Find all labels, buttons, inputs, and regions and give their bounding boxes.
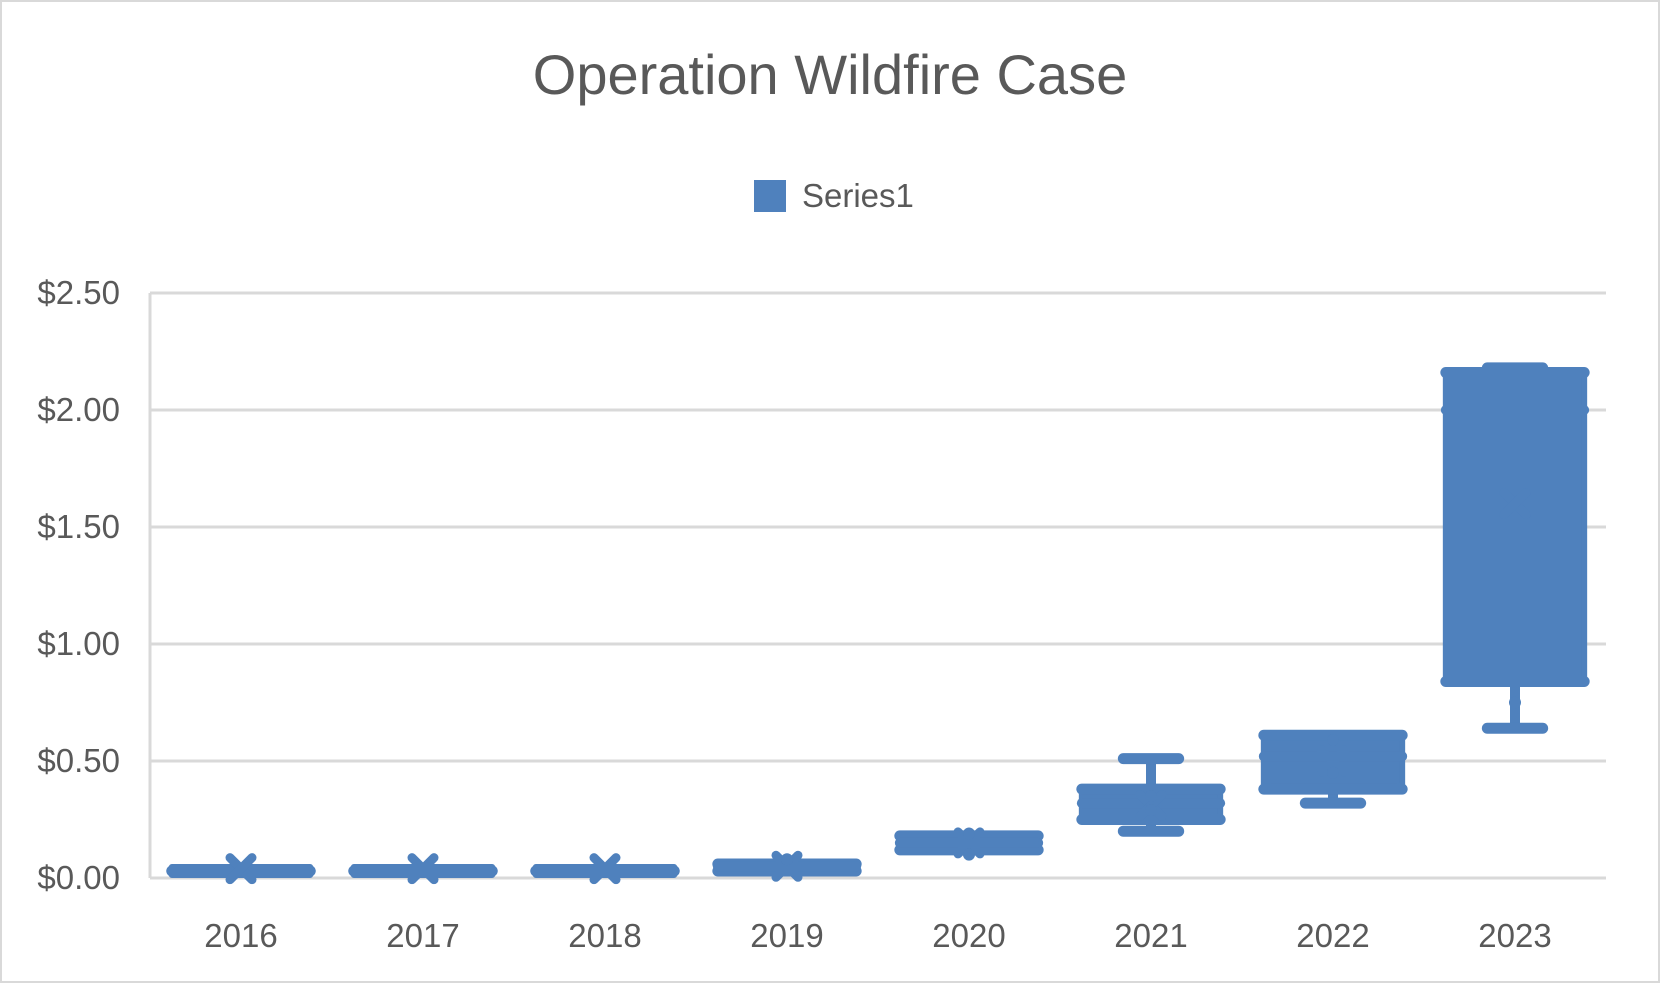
x-tick-label: 2020 [932,917,1005,954]
mean-marker [771,850,803,882]
x-tick-label: 2017 [386,917,459,954]
mean-marker [407,853,439,885]
mean-marker [225,853,257,885]
y-axis-ticks: $0.00 $0.50 $1.00 $1.50 $2.00 $2.50 [37,274,120,896]
box-2023 [1440,362,1590,734]
chart-title: Operation Wildfire Case [533,43,1127,106]
data-point [1145,790,1157,803]
x-tick-label: 2023 [1478,917,1551,954]
legend: Series1 [754,177,914,214]
y-tick-label: $2.00 [37,391,120,428]
mean-marker [1317,745,1349,777]
x-tick-label: 2019 [750,917,823,954]
box-2019 [712,850,862,882]
x-tick-label: 2016 [204,917,277,954]
data-point [1327,766,1339,779]
data-point [781,853,793,866]
box-2017 [348,853,498,885]
y-tick-label: $2.50 [37,274,120,311]
x-tick-label: 2022 [1296,917,1369,954]
y-tick-label: $0.50 [37,742,120,779]
mean-marker [589,853,621,885]
gridlines [148,291,1606,880]
mean-marker [953,827,985,859]
y-tick-label: $1.00 [37,625,120,662]
box-2018 [530,853,680,885]
boxes [166,362,1590,885]
data-point [1327,733,1339,746]
box-2020 [894,827,1044,861]
data-point [1145,804,1157,817]
box-2016 [166,853,316,885]
legend-label-series1: Series1 [802,177,914,214]
mean-marker [1499,488,1531,520]
box-2021 [1076,753,1226,837]
data-point [963,848,975,861]
y-tick-label: $1.50 [37,508,120,545]
data-point [1509,696,1521,709]
box-2022 [1258,729,1408,809]
x-axis-ticks: 2016 2017 2018 2019 2020 2021 2022 2023 [204,917,1551,954]
iqr-box [1442,369,1588,685]
legend-swatch-series1 [754,180,786,212]
y-tick-label: $0.00 [37,859,120,896]
x-tick-label: 2018 [568,917,641,954]
data-point [963,827,975,840]
x-tick-label: 2021 [1114,917,1187,954]
